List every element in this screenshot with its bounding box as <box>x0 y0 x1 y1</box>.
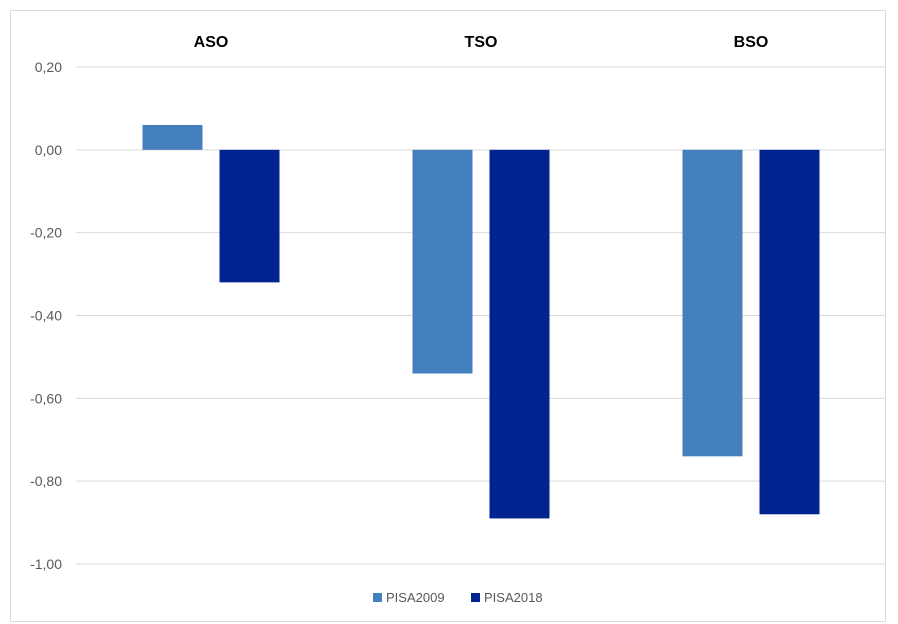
category-label: TSO <box>465 34 498 51</box>
legend-label: PISA2018 <box>484 590 543 605</box>
gridlines <box>76 66 886 565</box>
legend-swatch <box>471 593 480 602</box>
bars <box>142 124 820 519</box>
y-axis-tick-labels: 0,20 0,00 -0,20 -0,40 -0,60 -0,80 -1,00 <box>30 59 62 572</box>
y-tick-label: -0,80 <box>30 473 62 489</box>
y-tick-label: -0,40 <box>30 308 62 324</box>
bar-pisa2018-aso <box>219 149 280 283</box>
legend-swatch <box>373 593 382 602</box>
bar-pisa2018-tso <box>489 149 550 519</box>
y-tick-label: 0,00 <box>35 142 62 158</box>
bar-pisa2018-bso <box>759 149 820 515</box>
y-tick-label: 0,20 <box>35 59 62 75</box>
category-label: BSO <box>734 34 769 51</box>
bar-pisa2009-tso <box>412 149 473 374</box>
bar-pisa2009-aso <box>142 124 203 150</box>
category-label: ASO <box>194 34 229 51</box>
y-tick-label: -1,00 <box>30 556 62 572</box>
y-tick-label: -0,60 <box>30 390 62 406</box>
y-tick-label: -0,20 <box>30 225 62 241</box>
legend-label: PISA2009 <box>386 590 445 605</box>
category-labels: ASO TSO BSO <box>194 34 769 51</box>
legend: PISA2009 PISA2018 <box>373 590 543 605</box>
bar-pisa2009-bso <box>682 149 743 457</box>
